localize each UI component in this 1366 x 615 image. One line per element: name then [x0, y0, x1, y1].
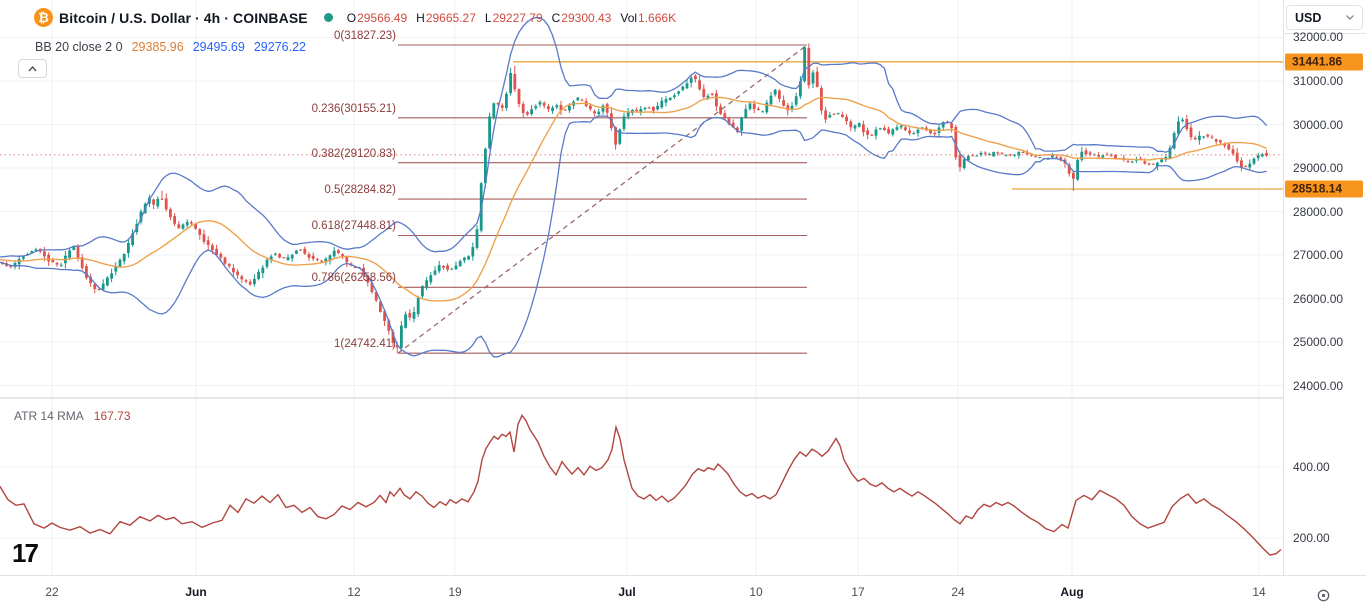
collapse-pane-button[interactable] — [18, 59, 47, 78]
price-axis-tick: 32000.00 — [1293, 30, 1344, 45]
ohlc-pair: C 29300.43 — [551, 10, 612, 25]
axis-settings-gear-icon[interactable] — [1312, 584, 1334, 606]
ohlc-pair: L 29227.79 — [484, 10, 543, 25]
time-axis-label: 14 — [1252, 585, 1266, 599]
time-axis-label: 22 — [45, 585, 59, 599]
time-axis[interactable]: 22 Jun 12 19 Jul 10 17 24 Aug 14 — [0, 575, 1366, 615]
time-axis-month-label: Aug — [1060, 585, 1084, 599]
atr-indicator-row[interactable]: ATR 14 RMA 167.73 — [14, 409, 131, 423]
price-axis-tick: 28000.00 — [1293, 204, 1344, 219]
atr-indicator-name: ATR 14 RMA — [14, 409, 84, 423]
tradingview-logo[interactable]: 17 — [12, 538, 39, 568]
bb-value: 29495.69 — [192, 40, 245, 54]
time-axis-month-label: Jun — [185, 585, 207, 599]
price-axis-tick: 27000.00 — [1293, 248, 1344, 262]
chevron-up-icon — [28, 65, 37, 71]
time-axis-label: 10 — [749, 585, 763, 599]
bitcoin-logo-icon: ₿ — [34, 8, 53, 27]
bb-indicator-name: BB 20 close 2 0 — [35, 40, 123, 54]
grid-lines — [0, 0, 1283, 575]
price-axis-tick: 200.00 — [1293, 531, 1330, 546]
time-axis-month-label: Jul — [618, 585, 636, 599]
time-axis-label: 24 — [951, 585, 965, 599]
price-level-badge: 28518.14 — [1285, 180, 1363, 198]
price-axis[interactable]: USD 32000.00 31000.00 30000.00 29000.00 2800… — [1283, 0, 1366, 575]
price-axis-tick: 29000.00 — [1293, 161, 1344, 175]
symbol-title[interactable]: Bitcoin / U.S. Dollar · 4h · COINBASE — [59, 9, 308, 26]
market-status-dot-icon — [323, 13, 333, 22]
currency-selector-button[interactable]: USD — [1286, 5, 1363, 30]
chevron-down-icon — [1346, 15, 1354, 20]
price-axis-tick: 25000.00 — [1293, 335, 1344, 349]
trend-line[interactable] — [397, 44, 808, 354]
bb-value: 29385.96 — [131, 40, 184, 54]
price-axis-tick: 400.00 — [1293, 459, 1330, 474]
bb-indicator-row[interactable]: BB 20 close 2 0 29385.96 29495.69 29276.22 — [35, 40, 315, 54]
price-level-badge: 31441.86 — [1285, 53, 1363, 71]
bb-indicator-values: 29385.96 29495.69 29276.22 — [132, 40, 315, 54]
bollinger-bands — [0, 16, 1268, 358]
time-axis-label: 19 — [448, 585, 462, 599]
price-axis-tick: 31000.00 — [1293, 74, 1344, 88]
ohlc-values: O 29566.49 H 29665.27 L 29227.79 C 29300.43 Vol 1… — [347, 11, 676, 25]
currency-label: USD — [1295, 10, 1322, 25]
time-axis-label: 12 — [347, 585, 361, 599]
atr-line-series — [0, 414, 1282, 556]
chart-legend-row: ₿ Bitcoin / U.S. Dollar · 4h · COINBASE … — [34, 8, 676, 27]
price-axis-tick: 24000.00 — [1293, 378, 1344, 393]
atr-indicator-value: 167.73 — [93, 409, 131, 423]
pane-divider[interactable] — [0, 397, 1283, 399]
bb-value: 29276.22 — [253, 40, 306, 54]
ohlc-pair: Vol 1.666K — [620, 10, 677, 25]
axis-separator — [1284, 33, 1366, 34]
time-axis-label: 17 — [851, 585, 865, 599]
ohlc-pair: O 29566.49 — [346, 10, 408, 25]
price-axis-tick: 26000.00 — [1293, 291, 1344, 306]
candlestick-series — [1, 43, 1268, 354]
price-axis-tick: 30000.00 — [1293, 117, 1344, 132]
ohlc-pair: H 29665.27 — [416, 10, 476, 25]
main-chart-canvas[interactable] — [0, 0, 1283, 575]
